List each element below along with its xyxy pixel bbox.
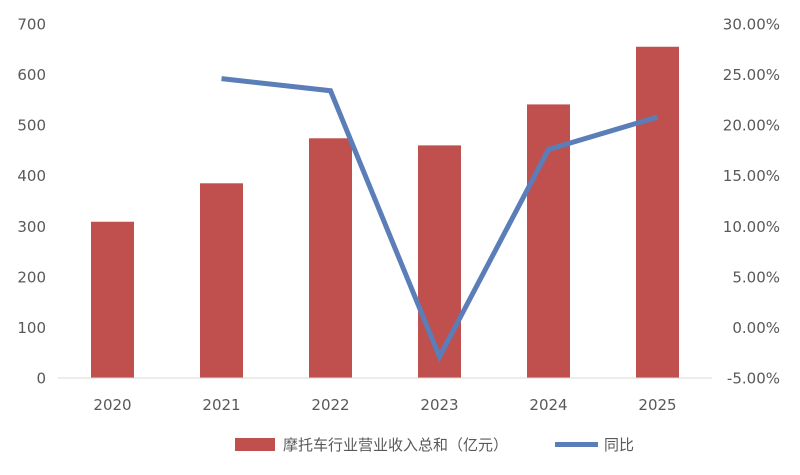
left-tick-label: 600 — [17, 66, 46, 84]
left-tick-label: 0 — [36, 370, 46, 388]
line-series — [221, 76, 659, 363]
x-tick-label: 2025 — [638, 396, 676, 414]
right-tick-label: 30.00% — [723, 16, 780, 34]
bar-2021 — [200, 183, 243, 378]
bar-2023 — [418, 145, 461, 378]
left-tick-label: 100 — [17, 319, 46, 337]
left-y-axis: 0 100 200 300 400 500 600 700 — [17, 16, 46, 388]
x-tick-label: 2022 — [311, 396, 349, 414]
right-tick-label: 15.00% — [723, 167, 780, 185]
left-tick-label: 200 — [17, 268, 46, 286]
left-tick-label: 300 — [17, 218, 46, 236]
right-tick-label: 5.00% — [732, 268, 780, 286]
x-tick-label: 2023 — [420, 396, 458, 414]
x-tick-label: 2024 — [529, 396, 567, 414]
left-tick-label: 700 — [17, 16, 46, 34]
right-tick-label: -5.00% — [727, 370, 780, 388]
legend-bar-label: 摩托车行业营业收入总和（亿元） — [283, 436, 508, 454]
legend-line-label: 同比 — [604, 436, 634, 454]
bar-2025 — [636, 46, 679, 378]
right-tick-label: 25.00% — [723, 66, 780, 84]
bar-series — [91, 46, 679, 378]
right-tick-label: 20.00% — [723, 117, 780, 135]
x-tick-label: 2021 — [202, 396, 240, 414]
legend-bar-swatch — [235, 438, 275, 451]
x-axis: 2020 2021 2022 2023 2024 2025 — [58, 377, 712, 414]
legend: 摩托车行业营业收入总和（亿元） 同比 — [235, 436, 634, 454]
x-tick-label: 2020 — [93, 396, 131, 414]
bar-2022 — [309, 138, 352, 378]
left-tick-label: 500 — [17, 117, 46, 135]
left-tick-label: 400 — [17, 167, 46, 185]
right-y-axis: -5.00% 0.00% 5.00% 10.00% 15.00% 20.00% 25.00%… — [723, 16, 780, 388]
bar-2020 — [91, 221, 134, 378]
right-tick-label: 10.00% — [723, 218, 780, 236]
right-tick-label: 0.00% — [732, 319, 780, 337]
